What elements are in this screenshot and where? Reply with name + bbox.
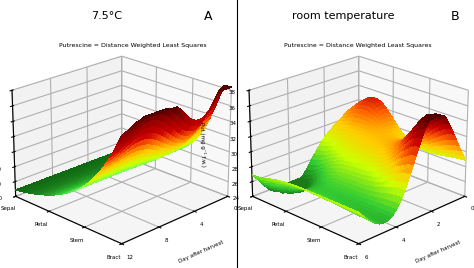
Text: room temperature: room temperature <box>292 11 395 21</box>
Text: A: A <box>204 10 213 23</box>
Text: Putrescine = Distance Weighted Least Squares: Putrescine = Distance Weighted Least Squ… <box>59 43 207 48</box>
X-axis label: Day after harvest: Day after harvest <box>178 240 224 264</box>
Text: 7.5°C: 7.5°C <box>91 11 122 21</box>
X-axis label: Day after harvest: Day after harvest <box>415 240 461 264</box>
Text: B: B <box>451 10 459 23</box>
Text: Putrescine = Distance Weighted Least Squares: Putrescine = Distance Weighted Least Squ… <box>284 43 432 48</box>
Legend: > 70, < 70, < 60, < 50, < 40, < 30, < 20, < 10: > 70, < 70, < 60, < 50, < 40, < 30, < 20… <box>285 135 310 183</box>
